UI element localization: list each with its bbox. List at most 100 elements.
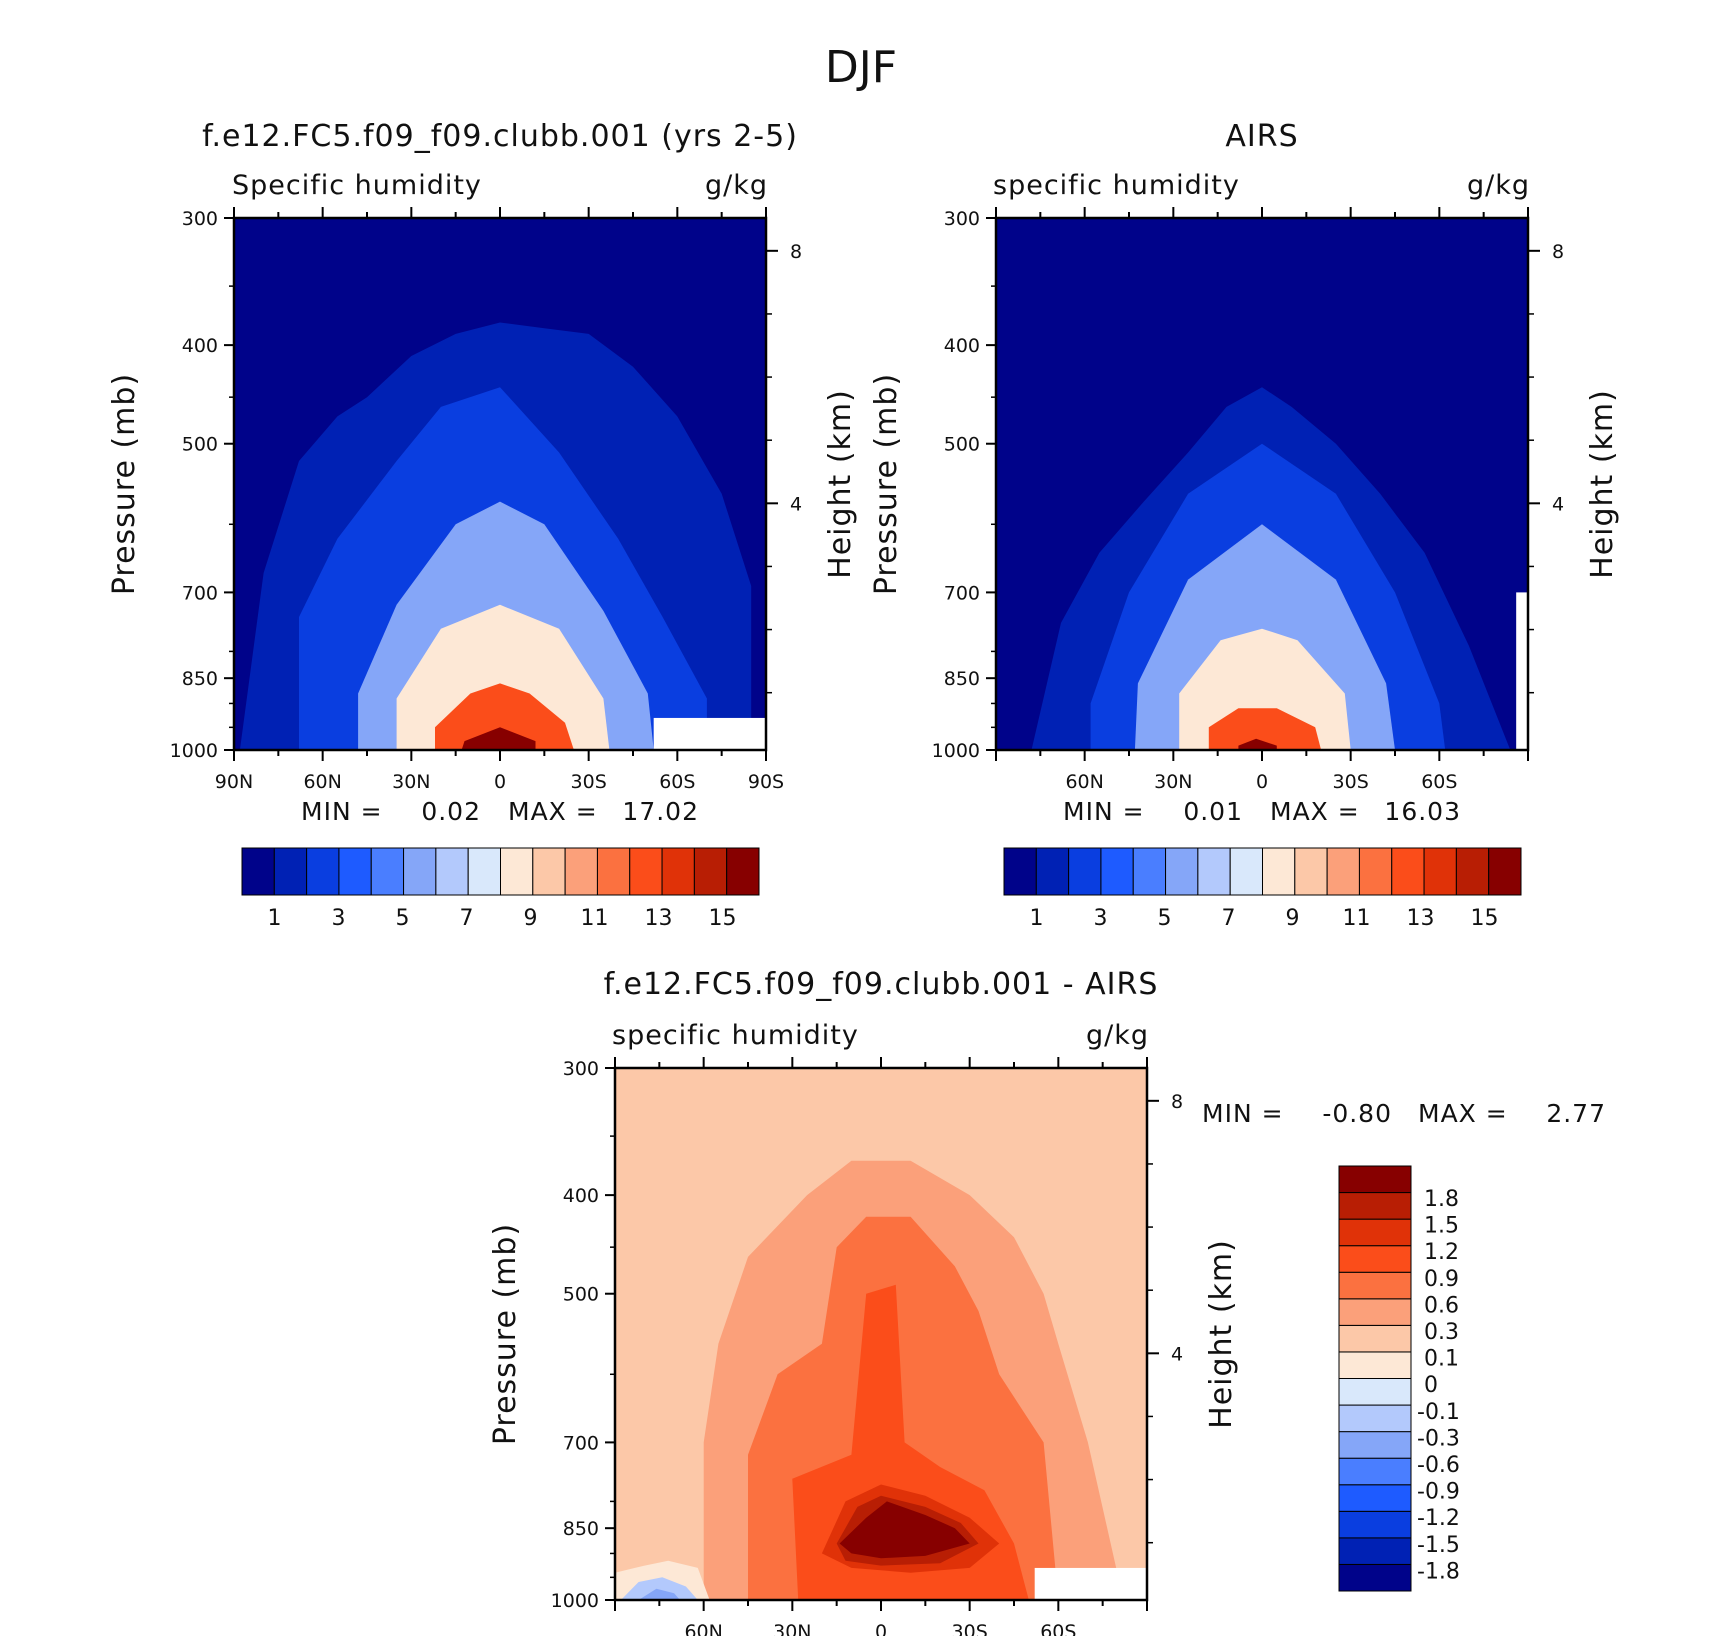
obs-y-tick-label: 850 bbox=[944, 668, 980, 690]
panel-model: f.e12.FC5.f09_f09.clubb.001 (yrs 2-5) Sp… bbox=[107, 119, 858, 931]
panel-diff-height-axis-label: Height (km) bbox=[1204, 1239, 1239, 1429]
diff-colorbar-swatch bbox=[1338, 1165, 1412, 1194]
model-colorbar-swatch bbox=[241, 847, 275, 896]
panel-obs-height-axis-label: Height (km) bbox=[1585, 389, 1620, 579]
panel-model-title: f.e12.FC5.f09_f09.clubb.001 (yrs 2-5) bbox=[202, 119, 798, 154]
diff-colorbar-swatch bbox=[1338, 1351, 1412, 1379]
model-height-tick-label: 4 bbox=[790, 493, 802, 515]
obs-colorbar-swatch bbox=[1391, 847, 1425, 896]
panel-model-contour-fill bbox=[234, 218, 766, 750]
model-colorbar-swatch bbox=[726, 847, 760, 896]
obs-y-tick-label: 1000 bbox=[932, 740, 980, 762]
model-x-tick-label: 90S bbox=[748, 771, 784, 793]
model-colorbar-swatch bbox=[564, 847, 598, 896]
panel-obs-colorbar-label-9: 9 bbox=[1286, 906, 1300, 931]
diff-y-tick-label: 400 bbox=[563, 1185, 599, 1207]
obs-colorbar-swatch bbox=[1003, 847, 1037, 896]
panel-diff-colorbar-label-1p8: 1.8 bbox=[1424, 1187, 1459, 1212]
panel-obs-min-label: MIN = bbox=[1063, 797, 1145, 826]
panel-obs-colorbar-label-3: 3 bbox=[1094, 906, 1108, 931]
obs-colorbar-swatch bbox=[1229, 847, 1263, 896]
panel-obs-y-axis-label: Pressure (mb) bbox=[869, 373, 904, 595]
diff-height-tick-label: 8 bbox=[1171, 1091, 1183, 1113]
model-contour-12 bbox=[435, 683, 574, 750]
panel-model-max-value: 17.02 bbox=[622, 797, 699, 826]
panel-diff-units-label: g/kg bbox=[1086, 1020, 1149, 1051]
panel-model-colorbar-label-9: 9 bbox=[524, 906, 538, 931]
obs-colorbar-swatch bbox=[1132, 847, 1167, 896]
model-height-tick-label: 8 bbox=[790, 241, 802, 263]
model-y-tick-label: 400 bbox=[182, 335, 218, 357]
model-colorbar-swatch bbox=[596, 847, 631, 896]
model-colorbar-swatch bbox=[403, 847, 437, 896]
obs-colorbar-swatch bbox=[1068, 847, 1102, 896]
model-colorbar-swatch bbox=[661, 847, 695, 896]
obs-colorbar-swatch bbox=[1262, 847, 1296, 896]
panel-diff-y-axis-label: Pressure (mb) bbox=[488, 1223, 523, 1445]
panel-diff-min-value: -0.80 bbox=[1322, 1099, 1392, 1128]
obs-colorbar-swatch bbox=[1294, 847, 1328, 896]
obs-colorbar-swatch bbox=[1165, 847, 1199, 896]
figure-title: DJF bbox=[825, 42, 897, 93]
diff-colorbar-swatch bbox=[1338, 1271, 1412, 1300]
model-colorbar-swatch bbox=[306, 847, 340, 896]
diff-colorbar-swatch bbox=[1338, 1431, 1412, 1459]
panel-model-height-axis-label: Height (km) bbox=[823, 389, 858, 579]
panel-obs-variable-label: specific humidity bbox=[993, 170, 1240, 201]
panel-obs-colorbar-label-13: 13 bbox=[1407, 906, 1435, 931]
model-colorbar-swatch bbox=[532, 847, 566, 896]
diff-y-tick-label: 700 bbox=[563, 1432, 599, 1454]
obs-y-tick-label: 500 bbox=[944, 434, 980, 456]
diff-colorbar-swatch bbox=[1338, 1404, 1412, 1433]
panel-diff-colorbar-label-0p9: 0.9 bbox=[1424, 1267, 1459, 1292]
diff-y-tick-label: 500 bbox=[563, 1284, 599, 1306]
model-x-tick-label: 30S bbox=[571, 771, 607, 793]
panel-diff-colorbar-label-neg1p5: -1.5 bbox=[1417, 1533, 1460, 1558]
model-y-tick-label: 300 bbox=[182, 208, 218, 230]
panel-obs-colorbar-labels: 1 3 5 7 9 11 13 15 bbox=[1030, 906, 1499, 931]
panel-model-colorbar-label-7: 7 bbox=[460, 906, 474, 931]
panel-model-axes: 90N 60N 30N 0 30S 60S 90S 300 400 500 700 850 1000 8 4 bbox=[170, 207, 802, 793]
panel-diff-axes: 60N 30N 0 30S 60S 300 400 500 700 850 1000 8 4 bbox=[551, 1057, 1183, 1636]
diff-missing-data bbox=[1034, 1567, 1147, 1600]
panel-model-max-label: MAX = bbox=[508, 797, 598, 826]
panel-model-colorbar-labels: 1 3 5 7 9 11 13 15 bbox=[268, 906, 737, 931]
diff-colorbar-swatch bbox=[1338, 1510, 1412, 1539]
panel-model-colorbar-label-3: 3 bbox=[332, 906, 346, 931]
panel-diff-variable-label: specific humidity bbox=[612, 1020, 859, 1051]
obs-y-tick-label: 400 bbox=[944, 335, 980, 357]
panel-diff-contour-fill bbox=[615, 1068, 1147, 1600]
obs-contour-12 bbox=[1208, 708, 1322, 750]
panel-obs-colorbar-label-11: 11 bbox=[1343, 906, 1371, 931]
model-y-tick-label: 1000 bbox=[170, 740, 218, 762]
obs-height-tick-label: 4 bbox=[1552, 493, 1564, 515]
obs-height-tick-label: 8 bbox=[1552, 241, 1564, 263]
model-x-tick-label: 90N bbox=[215, 771, 253, 793]
diff-region-8 bbox=[638, 1588, 680, 1600]
diff-y-tick-label: 850 bbox=[563, 1518, 599, 1540]
panel-diff-colorbar-label-1p5: 1.5 bbox=[1424, 1214, 1459, 1239]
model-y-tick-label: 500 bbox=[182, 434, 218, 456]
panel-diff-title: f.e12.FC5.f09_f09.clubb.001 - AIRS bbox=[604, 967, 1159, 1002]
panel-model-min-value: 0.02 bbox=[421, 797, 481, 826]
panel-obs-colorbar-label-15: 15 bbox=[1471, 906, 1499, 931]
diff-colorbar-swatch bbox=[1338, 1192, 1412, 1220]
model-y-tick-label: 850 bbox=[182, 668, 218, 690]
panel-model-colorbar-label-13: 13 bbox=[645, 906, 673, 931]
panel-model-units-label: g/kg bbox=[705, 170, 768, 201]
model-colorbar-swatch bbox=[693, 847, 728, 896]
diff-colorbar-swatch bbox=[1338, 1563, 1412, 1592]
panel-model-colorbar-label-15: 15 bbox=[709, 906, 737, 931]
obs-contour-15 bbox=[1238, 738, 1277, 750]
panel-diff-colorbar-label-0p3: 0.3 bbox=[1424, 1320, 1459, 1345]
model-colorbar-swatch bbox=[370, 847, 405, 896]
diff-region-5 bbox=[839, 1501, 970, 1559]
model-colorbar-swatch bbox=[629, 847, 663, 896]
obs-colorbar-swatch bbox=[1488, 847, 1522, 896]
obs-x-tick-label: 60S bbox=[1421, 771, 1457, 793]
model-x-tick-label: 60N bbox=[303, 771, 341, 793]
model-colorbar-swatch bbox=[467, 847, 501, 896]
diff-x-tick-label: 0 bbox=[875, 1621, 887, 1636]
panel-diff-colorbar-label-1p2: 1.2 bbox=[1424, 1240, 1459, 1265]
model-colorbar-swatch bbox=[273, 847, 308, 896]
